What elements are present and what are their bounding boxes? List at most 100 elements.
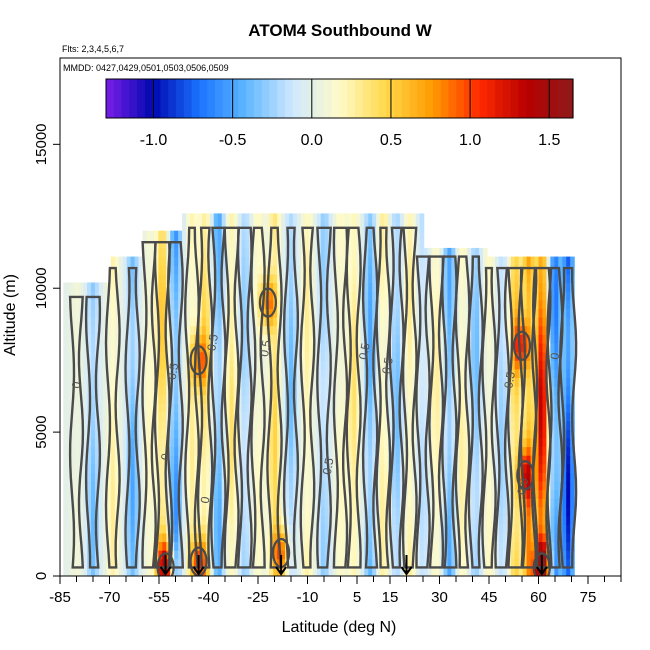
heatmap-cell xyxy=(419,360,425,370)
heatmap-cell xyxy=(237,394,243,404)
heatmap-cell xyxy=(186,481,191,491)
heatmap-cell xyxy=(494,299,500,309)
heatmap-cell xyxy=(550,541,555,551)
heatmap-cell xyxy=(415,334,421,344)
heatmap-cell xyxy=(201,558,207,568)
heatmap-cell xyxy=(352,541,357,551)
heatmap-cell xyxy=(190,437,195,448)
heatmap-cell xyxy=(87,498,92,508)
heatmap-cell xyxy=(98,489,104,499)
heatmap-cell xyxy=(479,567,484,576)
heatmap-cell xyxy=(356,394,361,404)
heatmap-cell xyxy=(209,213,215,223)
heatmap-cell xyxy=(110,532,116,543)
heatmap-cell xyxy=(455,472,460,482)
heatmap-cell xyxy=(94,455,100,465)
heatmap-cell xyxy=(126,256,132,266)
heatmap-cell xyxy=(213,377,219,387)
heatmap-cell xyxy=(241,394,247,404)
heatmap-cell xyxy=(498,437,504,448)
heatmap-cell xyxy=(384,282,389,292)
heatmap-cell xyxy=(542,489,548,499)
heatmap-cell xyxy=(229,429,235,439)
heatmap-cell xyxy=(320,317,326,327)
heatmap-cell xyxy=(340,368,346,379)
heatmap-cell xyxy=(431,377,437,387)
heatmap-cell xyxy=(459,351,464,361)
heatmap-cell xyxy=(550,360,555,370)
heatmap-cell xyxy=(170,420,175,430)
heatmap-cell xyxy=(241,265,247,275)
heatmap-cell xyxy=(427,498,433,508)
heatmap-cell xyxy=(384,351,389,361)
heatmap-cell xyxy=(423,342,429,353)
heatmap-cell xyxy=(332,213,338,223)
heatmap-cell xyxy=(368,420,373,430)
heatmap-cell xyxy=(348,403,353,413)
heatmap-cell xyxy=(304,489,310,499)
heatmap-cell xyxy=(154,567,159,576)
heatmap-cell xyxy=(63,498,68,508)
heatmap-cell xyxy=(201,334,207,344)
heatmap-cell xyxy=(122,498,128,508)
heatmap-cell xyxy=(63,334,68,344)
heatmap-cell xyxy=(538,299,544,309)
heatmap-cell xyxy=(186,273,191,284)
heatmap-cell xyxy=(435,446,441,456)
heatmap-cell xyxy=(395,368,401,379)
heatmap-cell xyxy=(296,429,302,439)
heatmap-cell xyxy=(110,541,116,551)
heatmap-cell xyxy=(308,481,314,491)
heatmap-cell xyxy=(174,437,179,448)
heatmap-cell xyxy=(554,291,559,301)
heatmap-cell xyxy=(130,299,136,309)
heatmap-cell xyxy=(380,429,385,439)
heatmap-cell xyxy=(197,265,203,275)
heatmap-cell xyxy=(407,299,413,309)
heatmap-cell xyxy=(328,394,334,404)
heatmap-cell xyxy=(296,472,302,482)
heatmap-cell xyxy=(340,403,346,413)
heatmap-cell xyxy=(399,403,405,413)
heatmap-cell xyxy=(174,420,179,430)
heatmap-cell xyxy=(253,489,258,499)
heatmap-cell xyxy=(110,515,116,525)
heatmap-cell xyxy=(83,420,88,430)
heatmap-cell xyxy=(296,446,302,456)
heatmap-cell xyxy=(217,299,223,309)
heatmap-cell xyxy=(213,411,219,422)
heatmap-cell xyxy=(447,256,452,266)
heatmap-cell xyxy=(471,299,476,309)
heatmap-cell xyxy=(158,420,163,430)
heatmap-cell xyxy=(83,377,88,387)
heatmap-cell xyxy=(546,386,551,396)
heatmap-cell xyxy=(328,256,334,266)
heatmap-cell xyxy=(158,291,163,301)
heatmap-cell xyxy=(407,308,413,318)
heatmap-cell xyxy=(253,273,258,284)
heatmap-cell xyxy=(380,282,385,292)
heatmap-cell xyxy=(91,481,96,491)
heatmap-cell xyxy=(395,515,401,525)
heatmap-cell xyxy=(316,446,322,456)
heatmap-cell xyxy=(530,403,536,413)
heatmap-cell xyxy=(447,446,452,456)
heatmap-cell xyxy=(447,524,452,534)
heatmap-cell xyxy=(304,334,310,344)
heatmap-cell xyxy=(380,213,385,223)
heatmap-cell xyxy=(201,532,207,543)
heatmap-cell xyxy=(118,420,124,430)
heatmap-cell xyxy=(336,472,342,482)
heatmap-cell xyxy=(289,342,294,353)
heatmap-cell xyxy=(328,541,334,551)
heatmap-cell xyxy=(178,567,183,576)
heatmap-cell xyxy=(312,368,318,379)
heatmap-cell xyxy=(166,342,171,353)
heatmap-cell xyxy=(75,455,80,465)
heatmap-cell xyxy=(178,351,183,361)
heatmap-cell xyxy=(102,567,108,576)
heatmap-cell xyxy=(554,524,559,534)
heatmap-cell xyxy=(467,394,472,404)
heatmap-cell xyxy=(79,524,84,534)
heatmap-cell xyxy=(431,368,437,379)
